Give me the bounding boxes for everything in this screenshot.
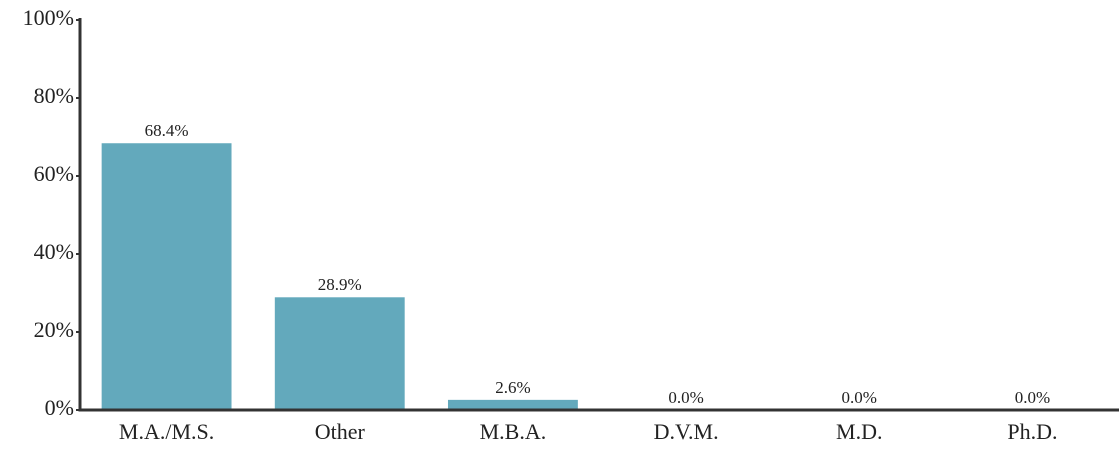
value-label: 2.6% <box>495 378 530 397</box>
y-tick-label: 80% <box>34 83 74 108</box>
y-tick-label: 0% <box>45 395 74 420</box>
x-tick-label: M.D. <box>836 419 882 444</box>
bar <box>274 297 405 410</box>
bar <box>101 143 232 411</box>
value-label: 28.9% <box>318 275 362 294</box>
x-tick-label: M.A./M.S. <box>119 419 214 444</box>
bar <box>447 399 578 410</box>
y-tick-label: 20% <box>34 317 74 342</box>
value-label: 0.0% <box>842 388 877 407</box>
x-tick-label: Other <box>315 419 366 444</box>
x-tick-label: D.V.M. <box>654 419 719 444</box>
value-label: 0.0% <box>1015 388 1050 407</box>
y-tick-label: 60% <box>34 161 74 186</box>
x-tick-label: M.B.A. <box>480 419 547 444</box>
y-tick-label: 40% <box>34 239 74 264</box>
x-tick-label: Ph.D. <box>1007 419 1057 444</box>
y-tick-label: 100% <box>23 5 74 30</box>
value-label: 0.0% <box>668 388 703 407</box>
value-label: 68.4% <box>145 121 189 140</box>
